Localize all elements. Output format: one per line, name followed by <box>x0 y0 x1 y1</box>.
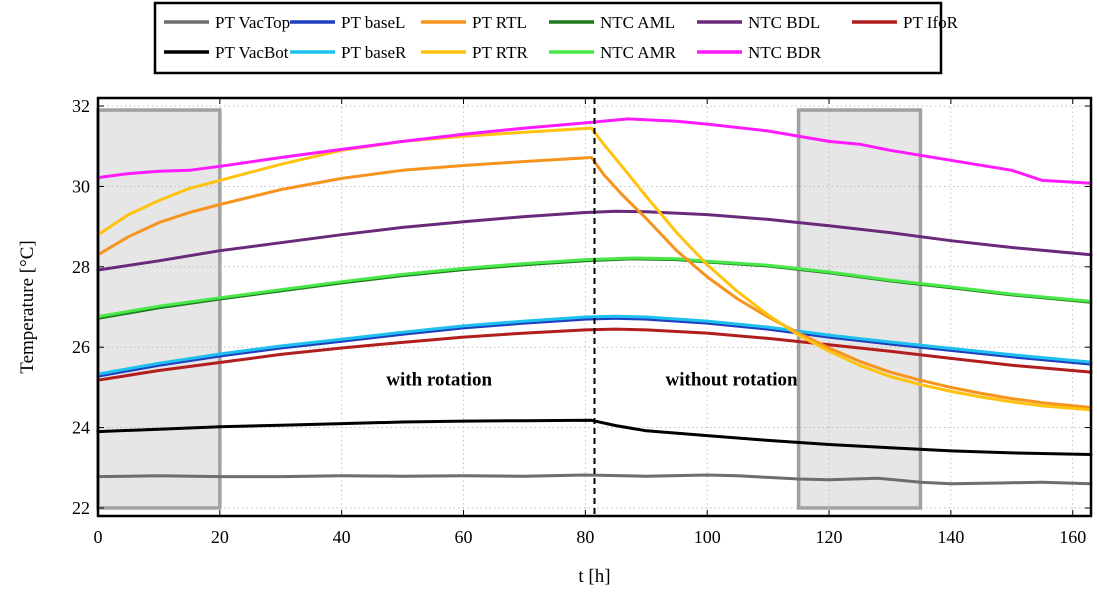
annotations: with rotation without rotation <box>386 369 798 390</box>
legend-label-pt-basel: PT baseL <box>341 13 405 32</box>
x-axis-label: t [h] <box>578 566 610 587</box>
y-tick-label: 26 <box>72 337 90 357</box>
x-tick-label: 120 <box>816 527 843 547</box>
y-tick-label: 30 <box>72 176 90 196</box>
series-line-pt-rtl <box>96 156 1093 409</box>
y-axis-ticks: 22 24 26 28 30 32 <box>72 96 1091 518</box>
series-line-pt-vactop <box>96 473 1093 486</box>
legend-label-pt-baser: PT baseR <box>341 43 407 62</box>
series-line-pt-vacbot <box>96 418 1093 456</box>
x-tick-label: 160 <box>1059 527 1086 547</box>
highlight-region-2 <box>796 108 923 510</box>
annotation-with-rotation: with rotation <box>386 369 492 390</box>
y-tick-label: 22 <box>72 498 90 518</box>
legend-label-ntc-amr: NTC AMR <box>600 43 677 62</box>
legend-label-ntc-bdr: NTC BDR <box>748 43 822 62</box>
series-lines <box>96 117 1093 486</box>
series-line-pt-rtr <box>96 126 1093 412</box>
annotation-without-rotation: without rotation <box>666 369 799 390</box>
x-tick-label: 60 <box>455 527 473 547</box>
y-tick-label: 32 <box>72 96 90 116</box>
legend-label-pt-ifor: PT IfoR <box>903 13 959 32</box>
legend: PT VacTop PT baseL PT RTL NTC AML NTC BDL PT … <box>153 1 959 75</box>
series-line-pt-basel <box>96 316 1093 378</box>
x-tick-label: 20 <box>211 527 229 547</box>
plot-frame <box>96 96 1093 518</box>
series-line-pt-baser <box>96 314 1093 376</box>
plot-area: with rotation without rotation 0 20 40 60 80 1… <box>72 96 1093 547</box>
legend-label-pt-vactop: PT VacTop <box>215 13 290 32</box>
x-tick-label: 80 <box>576 527 594 547</box>
highlight-regions <box>96 108 923 510</box>
y-axis-label: Temperature [°C] <box>17 240 38 373</box>
x-tick-label: 40 <box>333 527 351 547</box>
series-line-ntc-bdr <box>96 117 1093 185</box>
y-tick-label: 28 <box>72 257 90 277</box>
series-line-ntc-amr <box>96 256 1093 319</box>
series-line-ntc-bdl <box>96 209 1093 272</box>
legend-label-pt-rtr: PT RTR <box>472 43 528 62</box>
legend-label-pt-rtl: PT RTL <box>472 13 527 32</box>
legend-label-pt-vacbot: PT VacBot <box>215 43 289 62</box>
series-line-pt-ifor <box>96 327 1093 382</box>
x-tick-label: 140 <box>937 527 964 547</box>
y-tick-label: 24 <box>72 418 90 438</box>
x-tick-label: 0 <box>94 527 103 547</box>
legend-label-ntc-bdl: NTC BDL <box>748 13 820 32</box>
legend-box <box>153 1 943 75</box>
x-tick-label: 100 <box>694 527 721 547</box>
legend-label-ntc-aml: NTC AML <box>600 13 675 32</box>
grid-lines <box>98 98 1091 516</box>
x-axis-ticks: 0 20 40 60 80 100 120 140 160 <box>94 98 1086 547</box>
